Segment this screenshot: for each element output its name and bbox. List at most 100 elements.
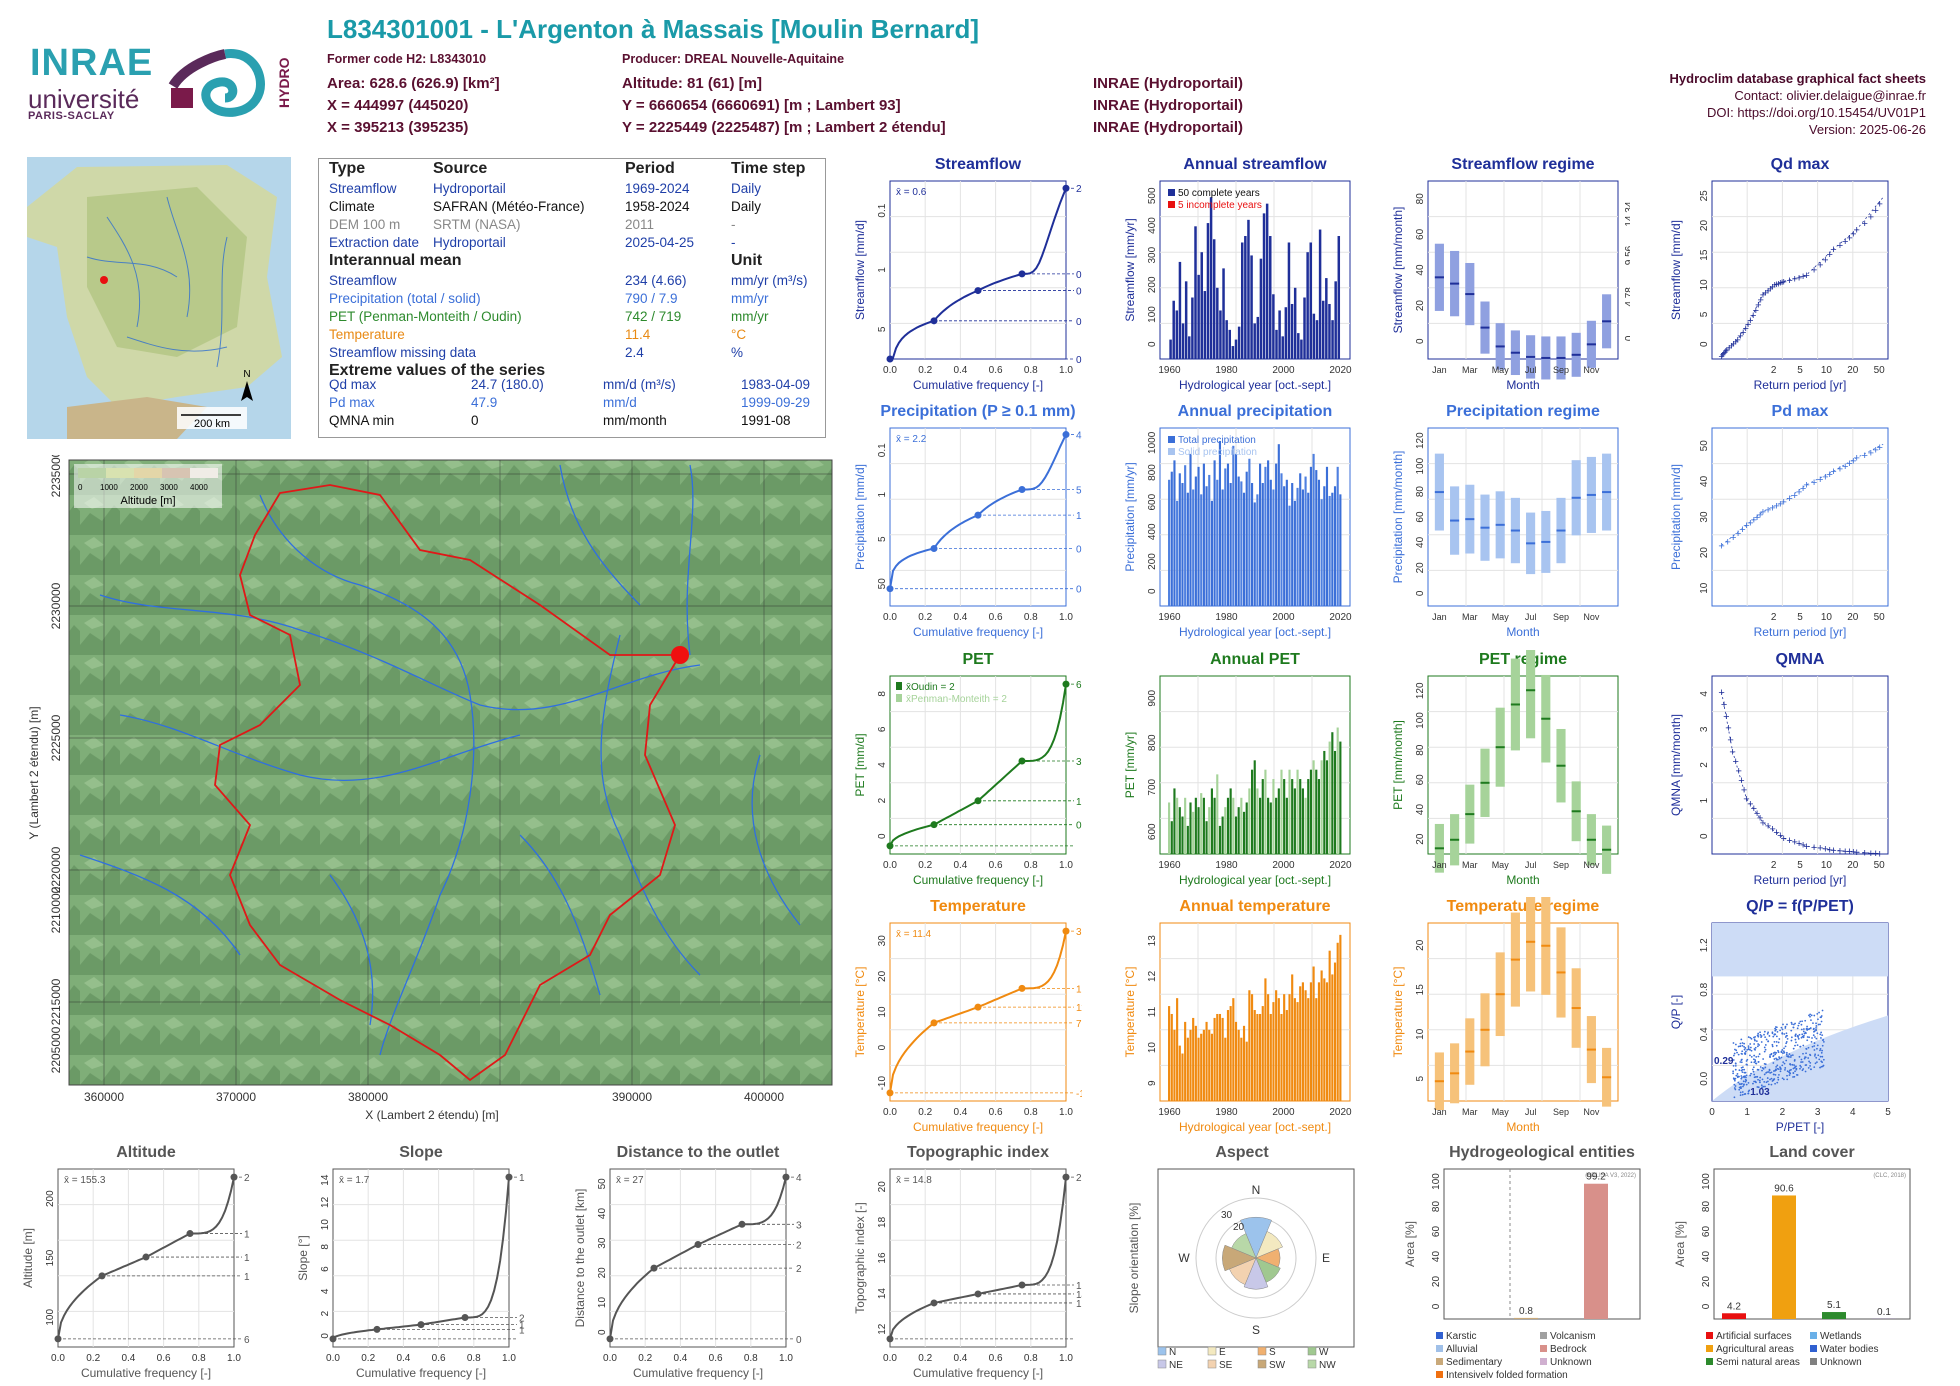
quantile-point xyxy=(1062,680,1070,688)
data-point: + xyxy=(1725,536,1731,548)
y-tick-label: 60 xyxy=(1701,1226,1712,1238)
bar xyxy=(1178,261,1182,359)
bar xyxy=(1256,494,1259,606)
chart-title: Altitude xyxy=(116,1144,176,1161)
data-point: + xyxy=(1817,259,1823,271)
bar xyxy=(1285,479,1288,606)
legend-swatch xyxy=(1257,1359,1267,1369)
data-point: + xyxy=(1737,331,1743,343)
data-point xyxy=(1820,1065,1823,1068)
data-point xyxy=(1753,1054,1756,1057)
data-point: + xyxy=(1724,344,1730,356)
data-point xyxy=(1735,1074,1738,1077)
x-tick-label: 0.4 xyxy=(953,860,967,871)
data-point: + xyxy=(1872,205,1878,217)
data-point xyxy=(1733,1087,1736,1089)
budyko-zone xyxy=(1712,1015,1888,1101)
contact-link[interactable]: Contact: olivier.delaigue@inrae.fr xyxy=(1734,88,1926,103)
plot-frame xyxy=(1713,1168,1911,1320)
data-point: + xyxy=(1877,199,1883,211)
data-point xyxy=(1788,1071,1790,1073)
data-point xyxy=(1760,1084,1763,1087)
data-point xyxy=(1771,1080,1774,1082)
bar xyxy=(1173,1029,1176,1101)
bar xyxy=(1320,760,1323,854)
bar xyxy=(1312,453,1315,606)
x-lambert2: X = 395213 (395235) xyxy=(327,119,469,136)
data-point xyxy=(1782,1078,1785,1081)
distance-chart: Distance to the outlet483428210x̄ = 2701… xyxy=(573,1144,802,1380)
y-tick-label: 800 xyxy=(1147,734,1158,751)
data-point xyxy=(1822,1064,1825,1067)
data-point xyxy=(1804,1056,1807,1059)
data-point xyxy=(1785,1059,1788,1062)
data-point xyxy=(1774,1029,1777,1032)
cell-type: DEM 100 m xyxy=(329,216,401,232)
cell-source: Hydroportail xyxy=(433,234,506,250)
bar xyxy=(1213,1017,1216,1101)
data-point xyxy=(1794,1022,1796,1025)
map-ytick: 2205000 xyxy=(49,1026,63,1073)
y-tick-label: 10 xyxy=(1415,1028,1426,1040)
bar-label: 90.6 xyxy=(1774,1183,1794,1194)
data-point xyxy=(1793,1058,1796,1061)
legend-tick: 2000 xyxy=(130,483,148,492)
plot-frame xyxy=(1443,1168,1641,1320)
x-tick-label: May xyxy=(1492,860,1510,870)
trend-line xyxy=(1721,692,1884,855)
quantile-point xyxy=(886,585,894,593)
table-row: Streamflow Hydroportail 1969-2024 Daily xyxy=(329,179,821,197)
x-tick-label: 4 xyxy=(1850,1107,1856,1118)
data-point xyxy=(1751,1068,1754,1071)
h-step: Time step xyxy=(731,160,806,177)
table-row: Streamflow missing data 2.4 % xyxy=(329,343,821,361)
bar xyxy=(1200,793,1203,854)
bar xyxy=(1250,769,1254,854)
bar xyxy=(1256,1013,1259,1101)
chart-title: Hydrogeological entities xyxy=(1449,1144,1635,1161)
data-point xyxy=(1799,1020,1802,1023)
right-label: 21 xyxy=(796,1264,802,1275)
data-point xyxy=(1819,1055,1822,1058)
bar xyxy=(1192,489,1195,606)
temp_cdf-chart: Temperature 31.6 16.3 11.3 7.1 -11.6 x̄ = 11.4… xyxy=(853,898,1082,1134)
y-tick-label: 50 xyxy=(597,1178,608,1190)
bar xyxy=(1323,750,1326,854)
y-tick-label: 0 xyxy=(877,1044,888,1050)
bar xyxy=(1232,797,1235,854)
data-point xyxy=(1734,1068,1737,1071)
data-point xyxy=(1817,1054,1820,1057)
quantile-point xyxy=(1018,1281,1026,1289)
aspect-sector xyxy=(1231,1233,1257,1259)
quantile-point xyxy=(230,1173,238,1181)
data-point xyxy=(1772,1035,1775,1038)
source-1: INRAE (Hydroportail) xyxy=(1093,75,1243,92)
y-tick-label: 0.0 xyxy=(1699,1071,1710,1085)
data-point xyxy=(1800,1061,1803,1063)
hydrogeo-chart: Hydrogeological entities (BDLISA V3, 2022… xyxy=(1403,1144,1641,1378)
quantile-point xyxy=(98,1272,106,1280)
data-point: + xyxy=(1868,447,1874,459)
bar xyxy=(1301,788,1304,854)
y-tick-label: 20 xyxy=(877,1181,888,1193)
doi-link[interactable]: DOI: https://doi.org/10.15454/UV01P1 xyxy=(1707,105,1926,120)
bar-label: 99.2 xyxy=(1586,1172,1606,1183)
bar xyxy=(1288,505,1291,606)
mean-label: x̄ = 14.8 xyxy=(896,1175,932,1186)
chart-title: Streamflow xyxy=(935,156,1022,173)
annual_temp-chart: Annual temperature 9 10 11 12 13 1960 1980 2000 2… xyxy=(1123,898,1352,1134)
x-axis-label: Return period [yr] xyxy=(1754,378,1847,392)
data-point xyxy=(1802,1030,1805,1033)
data-point xyxy=(1814,1053,1817,1056)
temp_regime-chart: Temperature regime 5 10 15 20 Jan Mar May Jul Sep… xyxy=(1391,897,1619,1134)
data-point xyxy=(1820,1020,1823,1023)
quantile-point xyxy=(329,1335,337,1343)
annual_prec-chart: Annual precipitation Total precipitationS… xyxy=(1123,403,1352,639)
bar xyxy=(1168,479,1171,606)
data-point xyxy=(1791,1023,1793,1025)
legend-label: 5 incomplete years xyxy=(1178,200,1262,211)
bar xyxy=(1269,802,1272,854)
bar xyxy=(1221,1017,1224,1101)
y-tick-label: 20 xyxy=(1699,220,1710,232)
right-label: 31.6 xyxy=(1076,927,1082,938)
